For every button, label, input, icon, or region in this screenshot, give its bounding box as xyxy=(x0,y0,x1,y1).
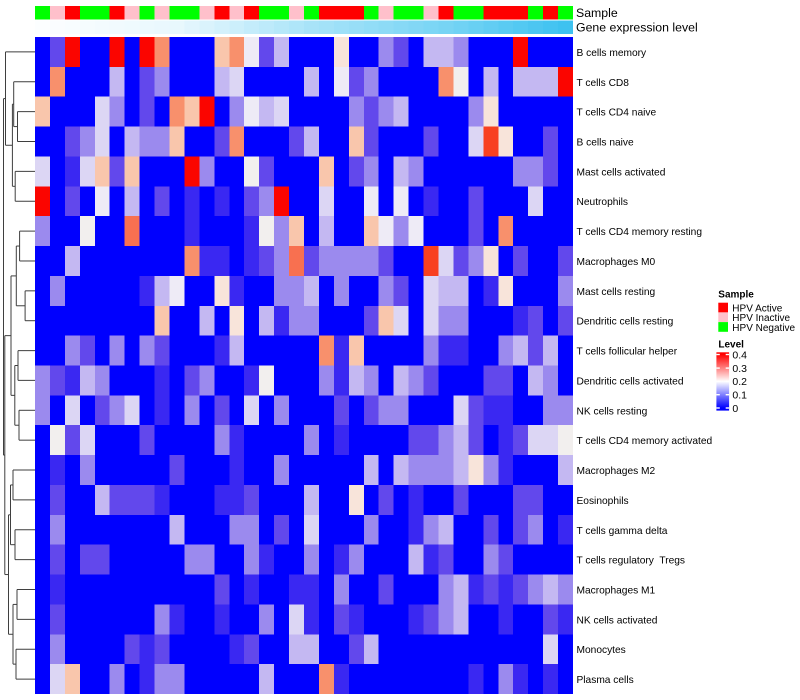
svg-text:B cells naive: B cells naive xyxy=(577,138,635,149)
svg-text:0.2: 0.2 xyxy=(732,376,747,388)
svg-text:Dendritic cells resting: Dendritic cells resting xyxy=(577,317,674,328)
svg-text:HPV Inactive: HPV Inactive xyxy=(732,313,790,324)
svg-text:Gene expression level: Gene expression level xyxy=(576,21,698,35)
svg-text:B cells memory: B cells memory xyxy=(577,48,648,59)
svg-text:0: 0 xyxy=(732,403,738,415)
svg-text:HPV Negative: HPV Negative xyxy=(732,323,795,334)
svg-text:Macrophages M0: Macrophages M0 xyxy=(577,257,656,268)
svg-text:Monocytes: Monocytes xyxy=(577,645,626,656)
svg-text:Neutrophils: Neutrophils xyxy=(577,197,629,208)
svg-text:T cells follicular helper: T cells follicular helper xyxy=(577,347,678,358)
svg-text:Eosinophils: Eosinophils xyxy=(577,496,629,507)
svg-text:Mast cells resting: Mast cells resting xyxy=(577,287,656,298)
svg-text:Macrophages M2: Macrophages M2 xyxy=(577,466,656,477)
svg-text:0.1: 0.1 xyxy=(732,390,747,402)
svg-text:Plasma cells: Plasma cells xyxy=(577,675,634,686)
svg-text:Macrophages M1: Macrophages M1 xyxy=(577,586,656,597)
svg-text:T cells gamma delta: T cells gamma delta xyxy=(577,526,668,537)
svg-text:Sample: Sample xyxy=(718,289,754,300)
svg-text:0.4: 0.4 xyxy=(732,349,747,361)
svg-text:Level: Level xyxy=(718,340,744,351)
svg-text:0.3: 0.3 xyxy=(732,363,747,375)
svg-text:T cells CD8: T cells CD8 xyxy=(577,78,630,89)
svg-text:Dendritic cells activated: Dendritic cells activated xyxy=(577,376,684,387)
svg-text:NK cells activated: NK cells activated xyxy=(577,615,658,626)
svg-text:T cells CD4 memory resting: T cells CD4 memory resting xyxy=(577,227,703,238)
svg-text:NK cells resting: NK cells resting xyxy=(577,406,648,417)
svg-text:T cells CD4 memory activated: T cells CD4 memory activated xyxy=(577,436,713,447)
svg-text:Sample: Sample xyxy=(576,6,618,20)
svg-text:T cells regulatory Tregs: T cells regulatory Tregs xyxy=(577,556,686,567)
svg-text:HPV Active: HPV Active xyxy=(732,304,782,315)
svg-text:Mast cells activated: Mast cells activated xyxy=(577,167,666,178)
svg-text:T cells CD4 naive: T cells CD4 naive xyxy=(577,108,657,119)
